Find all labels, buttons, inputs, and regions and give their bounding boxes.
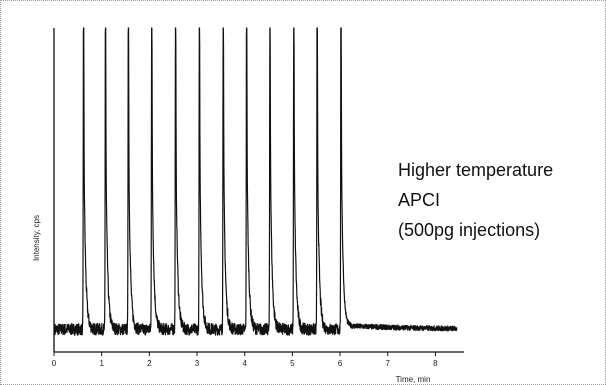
x-tick-label: 8 [433,359,438,368]
x-tick-label: 7 [385,359,390,368]
annotation-line-1: Higher temperature [398,160,554,180]
x-tick-label: 1 [99,359,104,368]
x-tick-label: 6 [338,359,343,368]
x-tick-label: 0 [52,359,57,368]
x-tick-label: 3 [195,359,200,368]
annotation-line-2: APCI [398,190,441,210]
x-tick-label: 5 [290,359,295,368]
y-axis-label: Intensity, cps [32,215,41,261]
x-ticks: 0 1 2 3 4 5 6 7 8 [52,352,438,368]
x-tick-label: 4 [242,359,247,368]
x-axis-label: Time, min [396,375,431,384]
axes [53,28,464,353]
chromatogram-trace [54,27,458,336]
annotation-line-3: (500pg injections) [398,220,541,240]
x-tick-label: 2 [147,359,152,368]
